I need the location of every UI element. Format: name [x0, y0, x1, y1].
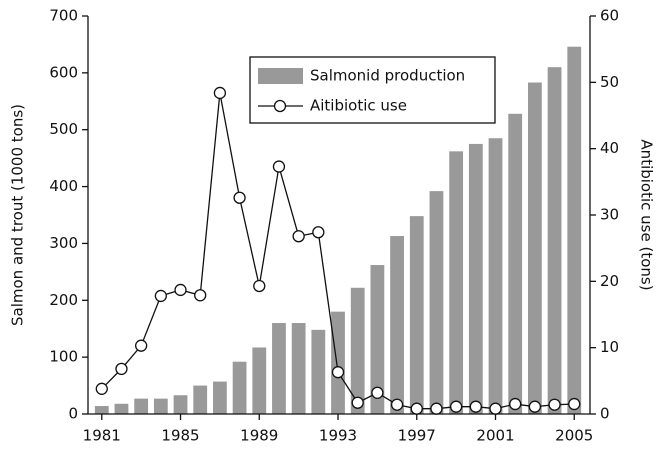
marker [331, 366, 345, 379]
marker [95, 382, 108, 395]
marker [351, 396, 364, 409]
marker [449, 400, 463, 413]
bar [232, 361, 247, 414]
bar [153, 398, 168, 414]
y2-tick-label: 50 [600, 73, 619, 91]
bar [468, 143, 483, 414]
x-tick-label: 2005 [555, 427, 593, 445]
bar [134, 398, 149, 414]
x-tick-label: 1985 [161, 427, 199, 445]
y-tick-label: 100 [49, 348, 78, 366]
marker [548, 398, 561, 411]
marker [154, 289, 167, 303]
bar [272, 323, 286, 414]
legend-label: Salmonid production [310, 67, 465, 85]
marker [390, 398, 404, 411]
bar [429, 191, 444, 414]
legend-swatch [258, 68, 303, 84]
bar [409, 216, 424, 414]
marker [233, 191, 246, 204]
y-tick-label: 300 [49, 234, 78, 252]
marker [469, 400, 482, 413]
y-tick-label: 200 [49, 291, 78, 309]
y2-tick-label: 20 [600, 272, 619, 290]
marker [253, 279, 266, 293]
marker [509, 397, 522, 411]
x-tick-label: 1997 [398, 427, 436, 445]
y2-tick-label: 40 [600, 139, 619, 157]
marker [430, 402, 443, 415]
y2-tick-label: 60 [600, 7, 619, 25]
marker [213, 86, 227, 100]
y-tick-label: 600 [49, 63, 78, 81]
bar [311, 329, 326, 414]
y-tick-label: 700 [49, 7, 78, 25]
marker [371, 386, 384, 399]
x-tick-label: 1981 [83, 427, 121, 445]
bar [508, 113, 523, 415]
y2-tick-label: 30 [600, 206, 619, 224]
marker [272, 160, 286, 173]
legend-marker [273, 99, 287, 113]
bar [252, 347, 267, 414]
bar [488, 138, 503, 414]
y2-axis-label: Antibiotic use (tons) [638, 139, 656, 290]
marker [135, 339, 148, 352]
marker [174, 283, 187, 297]
marker [115, 362, 128, 376]
marker [568, 397, 581, 411]
x-tick-label: 1993 [319, 427, 357, 445]
marker [489, 402, 502, 415]
bar [291, 323, 306, 414]
bar [94, 406, 109, 414]
bar [527, 82, 542, 414]
marker [292, 230, 305, 243]
y-tick-label: 400 [49, 177, 78, 195]
x-tick-label: 2001 [476, 427, 514, 445]
bar [350, 287, 365, 414]
bar [193, 385, 208, 414]
y-tick-label: 500 [49, 120, 78, 138]
y2-tick-label: 10 [600, 338, 619, 356]
bar [213, 381, 227, 414]
y2-tick-label: 0 [600, 405, 610, 423]
x-tick-label: 1989 [240, 427, 278, 445]
bar [331, 311, 345, 414]
bar [547, 67, 562, 415]
legend-label: Aitibiotic use [310, 97, 407, 115]
marker [528, 400, 542, 413]
bar [567, 46, 582, 415]
bar [449, 151, 464, 414]
y-tick-label: 0 [68, 405, 78, 423]
y-axis-label: Salmon and trout (1000 tons) [9, 104, 27, 326]
marker [194, 289, 207, 302]
bar [370, 265, 385, 414]
bar [390, 236, 404, 414]
marker [312, 226, 325, 239]
bar [114, 403, 129, 414]
bar [173, 395, 188, 414]
marker [410, 402, 423, 415]
